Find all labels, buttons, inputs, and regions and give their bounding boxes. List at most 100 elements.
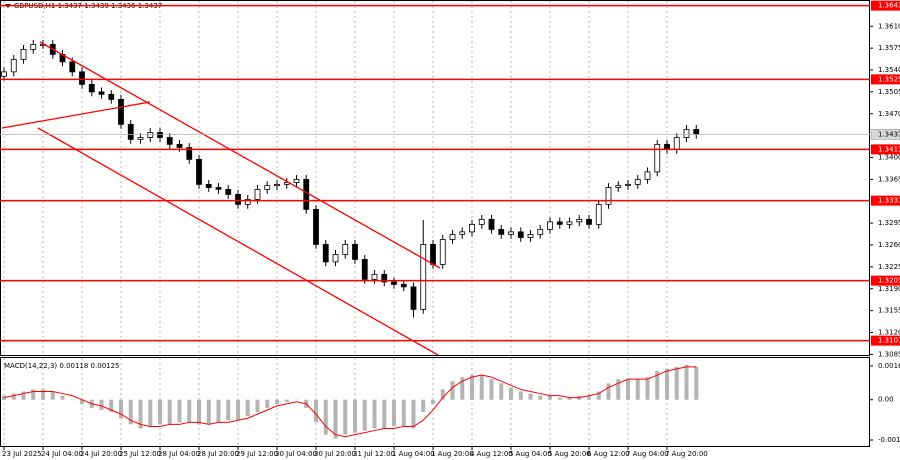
macd-bar bbox=[80, 399, 84, 404]
y-tick-label: 1.3225 bbox=[878, 263, 900, 271]
x-tick-label: 24 Jul 04:00 bbox=[41, 450, 83, 458]
macd-bar bbox=[148, 399, 153, 427]
candle-body bbox=[605, 187, 612, 205]
candle-body bbox=[664, 143, 670, 150]
candle-body bbox=[644, 171, 651, 180]
level-label: 1.3525 bbox=[878, 75, 900, 83]
candle-body bbox=[293, 178, 300, 183]
macd-bar bbox=[60, 395, 65, 400]
candle-body bbox=[342, 243, 349, 255]
x-tick-label: 29 Jul 12:00 bbox=[236, 450, 278, 458]
macd-bar bbox=[499, 383, 504, 400]
macd-bar bbox=[128, 399, 133, 425]
candle-body bbox=[225, 188, 232, 195]
macd-bar bbox=[548, 395, 552, 400]
candle-body bbox=[439, 238, 446, 265]
candle-body bbox=[196, 158, 202, 185]
y-tick-label: 1.3085 bbox=[878, 350, 900, 358]
candle-body bbox=[537, 228, 544, 235]
x-tick-label: 5 Aug 20:00 bbox=[548, 450, 591, 458]
macd-bar bbox=[645, 377, 650, 400]
candle-body bbox=[244, 198, 251, 205]
candle-body bbox=[527, 233, 534, 238]
candle-body bbox=[459, 231, 466, 235]
macd-bar bbox=[479, 375, 484, 400]
candle-body bbox=[352, 243, 358, 260]
level-label: 1.3413 bbox=[878, 145, 900, 153]
candle-body bbox=[274, 183, 280, 187]
level-box bbox=[871, 335, 900, 346]
macd-bar bbox=[538, 395, 543, 400]
candle-body bbox=[693, 128, 700, 135]
candle-body bbox=[303, 178, 310, 210]
y-tick-label: 0.00164 bbox=[878, 362, 900, 370]
macd-bar bbox=[528, 393, 533, 400]
macd-title: MACD(14,22,3) 0.00118 0.00125 bbox=[4, 362, 120, 370]
candle-body bbox=[88, 83, 95, 93]
macd-bar bbox=[635, 379, 640, 400]
level-label: 1.3107 bbox=[878, 337, 900, 345]
candle-body bbox=[166, 137, 173, 145]
layers bbox=[1, 1, 700, 446]
macd-bar bbox=[275, 399, 279, 404]
level-box bbox=[871, 0, 900, 11]
y-tick-label: 1.3400 bbox=[878, 154, 900, 162]
candle-body bbox=[10, 58, 17, 73]
macd-bar bbox=[401, 399, 406, 427]
y-tick-label: -0.00196 bbox=[878, 436, 900, 444]
macd-bar bbox=[431, 399, 435, 404]
macd-bar bbox=[2, 395, 6, 400]
candle-body bbox=[488, 218, 495, 230]
macd-bar bbox=[665, 368, 669, 400]
candle-body bbox=[322, 243, 329, 263]
macd-bar bbox=[109, 399, 114, 413]
macd-bar bbox=[440, 389, 445, 400]
macd-bar bbox=[421, 399, 426, 413]
candle-body bbox=[1, 71, 7, 77]
macd-bar bbox=[187, 399, 192, 423]
macd-bar bbox=[518, 391, 523, 400]
x-tick-label: 5 Aug 04:00 bbox=[509, 450, 552, 458]
macd-bar bbox=[70, 399, 75, 401]
y-tick-label: 1.3365 bbox=[878, 175, 900, 183]
candle-body bbox=[108, 93, 115, 100]
price-pane-frame bbox=[0, 0, 870, 356]
candle-body bbox=[683, 128, 690, 138]
macd-bar bbox=[460, 377, 465, 400]
candle-body bbox=[586, 218, 592, 225]
macd-bar bbox=[694, 366, 699, 400]
y-tick-label: 1.3155 bbox=[878, 307, 900, 315]
x-tick-label: 7 Aug 04:00 bbox=[626, 450, 669, 458]
macd-bar bbox=[11, 393, 16, 400]
macd-bar bbox=[294, 399, 299, 401]
macd-bar bbox=[509, 387, 513, 400]
last-price-label: 1.3437 bbox=[878, 130, 900, 138]
macd-bar bbox=[382, 399, 387, 429]
candle-body bbox=[79, 71, 85, 85]
macd-bar bbox=[119, 399, 123, 419]
x-tick-label: 31 Jul 12:00 bbox=[353, 450, 395, 458]
level-box bbox=[871, 74, 900, 85]
macd-bar bbox=[587, 395, 591, 400]
macd-bar bbox=[567, 397, 572, 400]
candle-body bbox=[400, 283, 407, 288]
x-tick-label: 28 Jul 20:00 bbox=[197, 450, 239, 458]
macd-bar bbox=[314, 399, 318, 423]
candle-body bbox=[615, 185, 622, 188]
x-tick-label: 25 Jul 12:00 bbox=[119, 450, 161, 458]
candle-body bbox=[176, 143, 183, 148]
x-tick-label: 30 Jul 04:00 bbox=[275, 450, 317, 458]
candle-body bbox=[498, 228, 505, 235]
candle-body bbox=[556, 221, 563, 225]
y-tick-label: 1.3120 bbox=[878, 329, 900, 337]
macd-bar bbox=[50, 391, 55, 400]
x-tick-label: 1 Aug 20:00 bbox=[431, 450, 474, 458]
y-tick-label: 1.3470 bbox=[878, 110, 900, 118]
candle-body bbox=[147, 132, 154, 138]
macd-bar bbox=[674, 366, 679, 400]
level-box bbox=[871, 195, 900, 206]
candle-body bbox=[517, 231, 524, 238]
